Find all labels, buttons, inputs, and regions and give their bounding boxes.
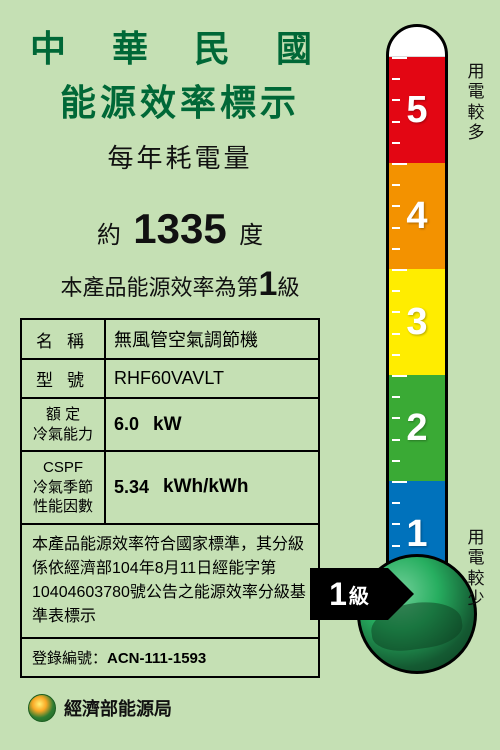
title-line-1: 中 華 民 國 (20, 20, 340, 72)
tick (392, 502, 400, 504)
compliance-note: 本產品能源效率符合國家標準，其分級係依經濟部104年8月11日經能字第10404… (22, 525, 318, 639)
thermometer-segment-4: 4 (389, 163, 445, 269)
tick (392, 481, 407, 483)
tick (392, 333, 400, 335)
agency-logo-icon (28, 694, 56, 722)
tick (392, 142, 400, 144)
agency-name: 經濟部能源局 (64, 695, 172, 721)
table-row: CSPF 冷氣季節 性能因數 5.34 kWh/kWh (22, 452, 318, 525)
spec-label-capacity: 額 定 冷氣能力 (22, 399, 106, 450)
tick (392, 57, 407, 59)
thermometer: 54321 (386, 24, 448, 624)
approx-label: 約 (97, 222, 121, 249)
grade-badge: 1 級 (310, 568, 388, 620)
tick (392, 184, 400, 186)
left-panel: 中 華 民 國 能源效率標示 每年耗電量 約 1335 度 本產品能源效率為第1… (20, 20, 340, 722)
table-row: 名稱 無風管空氣調節機 (22, 320, 318, 360)
thermometer-top (389, 27, 445, 57)
spec-label-model: 型號 (22, 360, 106, 397)
tick (392, 417, 400, 419)
consumption-value: 1335 (133, 205, 226, 252)
thermometer-segment-3: 3 (389, 269, 445, 375)
table-row: 額 定 冷氣能力 6.0 kW (22, 399, 318, 452)
thermometer-segment-2: 2 (389, 375, 445, 481)
tick (392, 311, 400, 313)
grade-line: 本產品能源效率為第1級 (20, 265, 340, 304)
grade-badge-number: 1 (329, 576, 347, 613)
spec-value-capacity: 6.0 kW (106, 399, 318, 450)
thermometer-segment-5: 5 (389, 57, 445, 163)
tick (392, 205, 400, 207)
tick (392, 439, 400, 441)
table-row: 型號 RHF60VAVLT (22, 360, 318, 399)
registration-label: 登錄編號： (32, 650, 107, 667)
tick (392, 290, 400, 292)
grade-prefix: 本產品能源效率為第 (61, 275, 259, 300)
tick (392, 354, 400, 356)
registration-row: 登錄編號：ACN-111-1593 (22, 639, 318, 676)
tick (392, 460, 400, 462)
grade-number: 1 (259, 265, 278, 303)
grade-suffix: 級 (277, 275, 299, 300)
side-label-more: 用電較多 (466, 62, 486, 144)
tick (392, 396, 400, 398)
tick (392, 78, 400, 80)
grade-badge-suffix: 級 (349, 580, 369, 609)
tick (392, 545, 400, 547)
title-line-2: 能源效率標示 (20, 74, 340, 126)
side-label-less: 用電較少 (466, 528, 486, 610)
consumption-unit: 度 (239, 222, 263, 249)
spec-value-model: RHF60VAVLT (106, 360, 318, 397)
registration-value: ACN-111-1593 (107, 650, 206, 667)
tick (392, 269, 407, 271)
thermometer-tube: 54321 (386, 24, 448, 584)
tick (392, 375, 407, 377)
tick (392, 248, 400, 250)
tick (392, 227, 400, 229)
tick (392, 99, 400, 101)
subtitle: 每年耗電量 (20, 138, 340, 175)
agency: 經濟部能源局 (20, 694, 340, 722)
tick (392, 121, 400, 123)
tick (392, 523, 400, 525)
tick (392, 163, 407, 165)
spec-label-cspf: CSPF 冷氣季節 性能因數 (22, 452, 106, 523)
spec-value-name: 無風管空氣調節機 (106, 320, 318, 358)
spec-table: 名稱 無風管空氣調節機 型號 RHF60VAVLT 額 定 冷氣能力 6.0 k… (20, 318, 320, 678)
annual-consumption: 約 1335 度 (20, 205, 340, 253)
spec-label-name: 名稱 (22, 320, 106, 358)
spec-value-cspf: 5.34 kWh/kWh (106, 452, 318, 523)
